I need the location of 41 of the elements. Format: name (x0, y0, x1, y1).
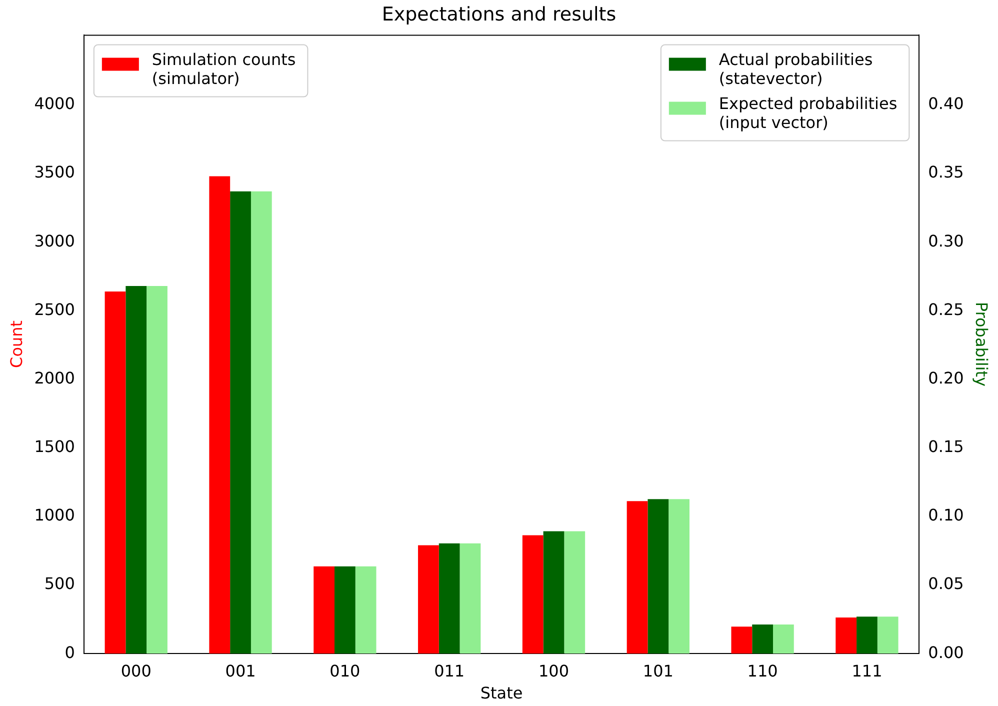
y2-tick-label: 0.05 (928, 574, 964, 594)
x-tick-label: 011 (434, 661, 465, 680)
bar (564, 531, 586, 654)
y2-tick-label: 0.15 (928, 437, 964, 456)
y-tick-label: 500 (44, 574, 75, 594)
y-tick-label: 0 (64, 642, 75, 662)
legend-label: Actual probabilities (statevector) (718, 50, 873, 88)
y2-tick-label: 0.30 (928, 231, 964, 250)
legend-label: Expected probabilities (input vector) (718, 94, 898, 132)
x-tick-label: 101 (642, 661, 674, 680)
chart-title: Expectations and results (382, 3, 616, 26)
y2-tick-label: 0.35 (928, 162, 964, 182)
x-tick-label: 001 (225, 661, 256, 680)
y-tick-label: 2000 (34, 368, 75, 388)
y-tick-label: 1500 (34, 437, 75, 456)
x-tick-label: 111 (852, 661, 882, 680)
x-tick-label: 100 (538, 661, 570, 680)
y-tick-label: 4000 (34, 94, 75, 114)
bar (250, 191, 272, 654)
y2-axis-title: Probability (972, 302, 992, 386)
bar (773, 624, 794, 654)
y2-tick-label: 0.25 (928, 300, 964, 319)
bar (460, 543, 481, 654)
x-tick-label: 110 (747, 661, 778, 680)
bar (668, 499, 690, 654)
y-tick-label: 3500 (34, 162, 75, 182)
bar (146, 286, 168, 654)
x-tick-label: 000 (120, 661, 152, 680)
y2-tick-label: 0.20 (928, 368, 964, 388)
y2-tick-label: 0.00 (928, 642, 964, 662)
y-tick-label: 1000 (34, 506, 75, 525)
y-tick-label: 2500 (34, 300, 75, 319)
y2-tick-label: 0.10 (928, 506, 964, 525)
bar (355, 566, 376, 654)
y-tick-label: 3000 (34, 231, 75, 250)
x-axis-title: State (480, 684, 523, 703)
y2-tick-label: 0.40 (928, 94, 964, 114)
legend-label: Simulation counts (simulator) (152, 50, 296, 88)
y-axis-title: Count (6, 320, 26, 368)
bar (877, 616, 898, 654)
x-tick-label: 010 (330, 661, 360, 680)
